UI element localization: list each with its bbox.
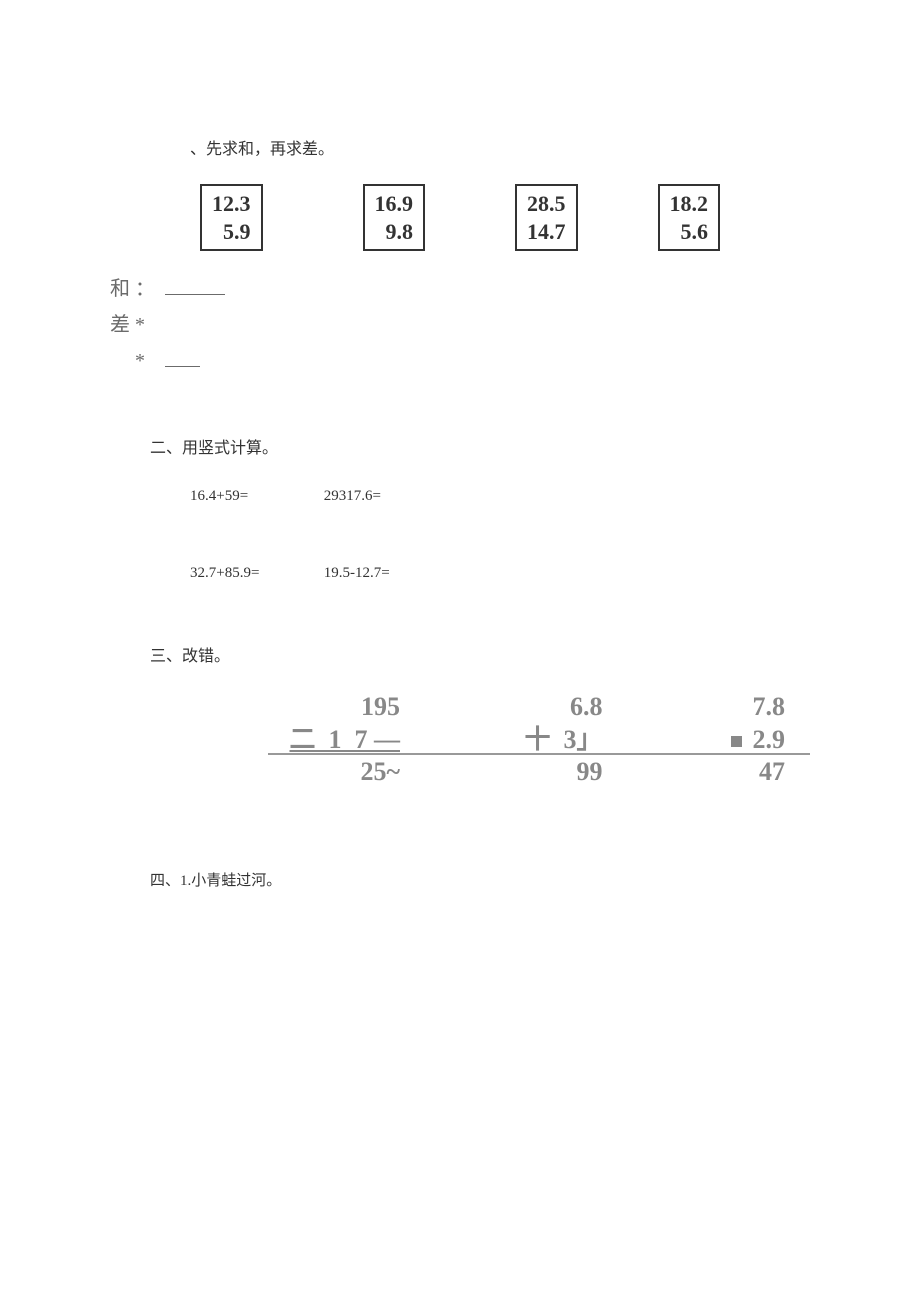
- box4-top: 18.2: [670, 190, 709, 218]
- box3-top: 28.5: [527, 190, 566, 218]
- asterisk-row: *: [135, 343, 810, 379]
- calc3-line2: 2.9: [705, 724, 785, 757]
- sum-label: 和：: [110, 278, 160, 300]
- section1-title: 、先求和，再求差。: [190, 135, 810, 159]
- box2-top: 16.9: [375, 190, 414, 218]
- calc3-line3: 47: [705, 756, 785, 789]
- equation-row-2: 32.7+85.9= 19.5-12.7=: [190, 565, 810, 582]
- number-box-row: 12.3 5.9 16.9 9.8 28.5 14.7 18.2 5.6: [200, 184, 810, 251]
- equation-row-1: 16.4+59= 29317.6=: [190, 488, 810, 505]
- section2-title: 二、用竖式计算。: [150, 434, 810, 458]
- calc1-line1: 195: [250, 691, 400, 724]
- vertical-calc-1: 195 二 1 7 — 25~: [250, 691, 400, 789]
- correction-row: 195 二 1 7 — 25~ 6.8 十 3」 99 7.8 2.9 47: [250, 691, 790, 789]
- number-box-1: 12.3 5.9: [200, 184, 263, 251]
- number-box-4: 18.2 5.6: [658, 184, 721, 251]
- calc2-line3: 99: [503, 756, 603, 789]
- calc3-line1: 7.8: [705, 691, 785, 724]
- box4-bottom: 5.6: [670, 218, 709, 246]
- number-box-2: 16.9 9.8: [363, 184, 426, 251]
- calc2-line1: 6.8: [503, 691, 603, 724]
- calc2-line2: 十 3」: [503, 724, 603, 757]
- equation-4: 19.5-12.7=: [324, 565, 390, 582]
- sum-blank[interactable]: [165, 294, 225, 295]
- section3-title: 三、改错。: [150, 642, 810, 666]
- square-icon: [731, 736, 742, 747]
- vertical-calc-2: 6.8 十 3」 99: [503, 691, 603, 789]
- diff-blank[interactable]: [165, 366, 200, 367]
- vertical-calc-3: 7.8 2.9 47: [705, 691, 785, 789]
- box1-top: 12.3: [212, 190, 251, 218]
- calc3-line2-text: 2.9: [746, 725, 785, 754]
- box2-bottom: 9.8: [375, 218, 414, 246]
- calc1-line2: 二 1 7 —: [250, 724, 400, 757]
- calc1-line3: 25~: [250, 756, 400, 789]
- diff-row: 差*: [110, 307, 810, 343]
- number-box-3: 28.5 14.7: [515, 184, 578, 251]
- diff-label: 差*: [110, 314, 150, 336]
- box3-bottom: 14.7: [527, 218, 566, 246]
- equation-2: 29317.6=: [324, 488, 381, 505]
- equation-3: 32.7+85.9=: [190, 565, 320, 582]
- equation-1: 16.4+59=: [190, 488, 320, 505]
- sum-row: 和：: [110, 271, 810, 307]
- box1-bottom: 5.9: [212, 218, 251, 246]
- asterisk: *: [135, 350, 145, 372]
- section4-title: 四、1.小青蛙过河。: [150, 869, 810, 890]
